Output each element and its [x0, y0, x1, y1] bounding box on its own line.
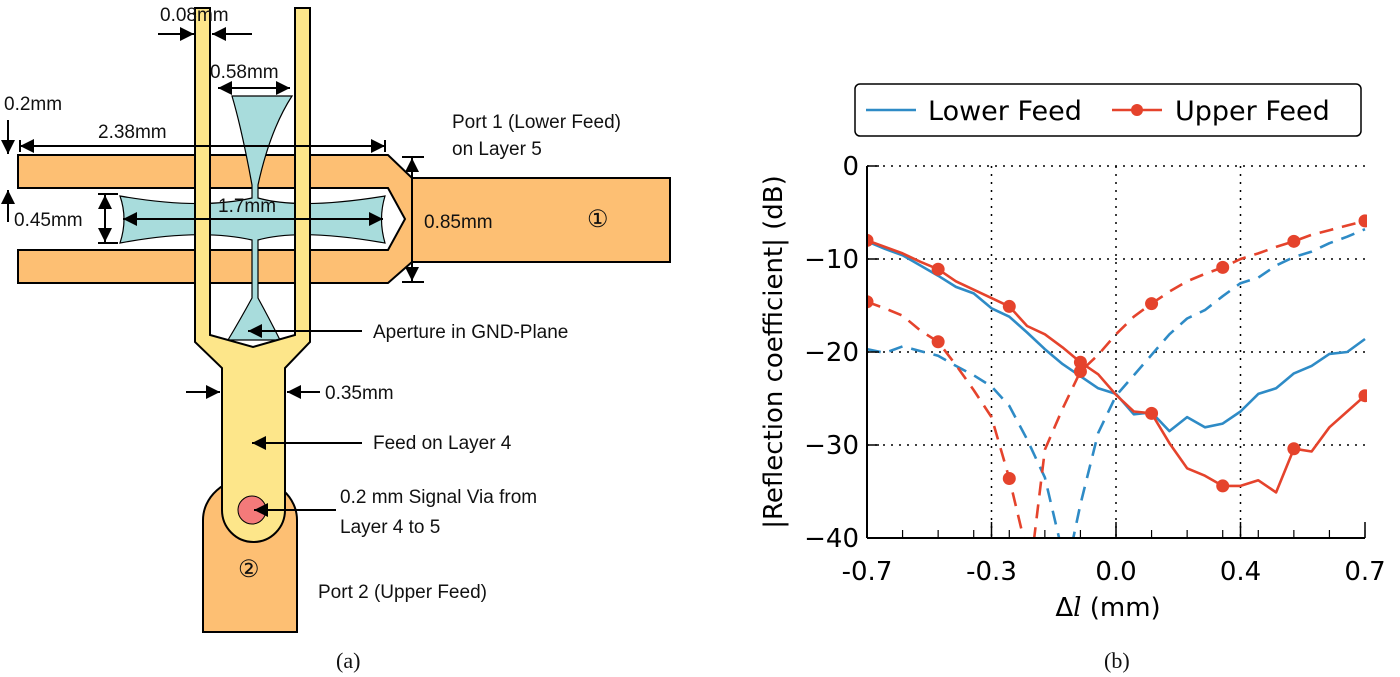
port1-label-line1: Port 1 (Lower Feed): [452, 112, 621, 133]
series-line-lower-feed-dashed: [867, 228, 1366, 538]
x-tick-label: 0.7: [1344, 557, 1385, 587]
y-tick-label: −40: [804, 524, 859, 554]
data-point-marker: [1216, 479, 1230, 493]
y-tick-label: 0: [842, 152, 859, 182]
port2-number: ②: [238, 556, 260, 583]
x-axis-label: Δl (mm): [1055, 593, 1160, 623]
data-point-marker: [1145, 406, 1159, 420]
port2-label: Port 2 (Upper Feed): [318, 582, 487, 603]
axes: [866, 165, 1366, 539]
dim-0-58mm: 0.58mm: [210, 62, 279, 83]
data-point-marker: [931, 262, 945, 276]
y-tick-label: −10: [804, 245, 859, 275]
data-point-marker: [1002, 299, 1016, 313]
legend-box: [854, 83, 1362, 137]
y-axis-label: |Reflection coefficient| (dB): [759, 175, 789, 529]
port1-label-line2: on Layer 5: [452, 139, 542, 160]
data-point-marker: [867, 295, 874, 309]
dim-0-2mm: 0.2mm: [4, 94, 62, 115]
caption-b: (b): [1104, 648, 1130, 673]
grid: [867, 165, 1365, 538]
reflection-coefficient-chart: 0 −10 −20 −30 −40-0.7 -0.3 0.0 0.4 0.7 Δl (mm) |…: [759, 83, 1386, 623]
data-point-marker: [1073, 365, 1087, 379]
x-tick-label: 0.0: [1095, 557, 1136, 587]
data-point-marker: [1358, 214, 1367, 228]
via-label-line1: 0.2 mm Signal Via from: [340, 487, 537, 508]
data-point-marker: [1073, 355, 1087, 369]
y-tick-label: −30: [804, 431, 859, 461]
y-tick-label: −20: [804, 338, 859, 368]
dim-2-38mm: 2.38mm: [98, 122, 167, 143]
legend-label-lower-feed: Lower Feed: [928, 96, 1082, 127]
port1-number: ①: [587, 206, 609, 233]
dim-0-08mm: 0.08mm: [160, 5, 229, 26]
data-point-marker: [1287, 234, 1301, 248]
x-tick-label: -0.7: [842, 557, 893, 587]
dim-0-45mm: 0.45mm: [14, 210, 83, 231]
series-group: [867, 214, 1367, 538]
dim-0-35mm: 0.35mm: [325, 383, 394, 404]
x-tick-label: 0.4: [1220, 557, 1261, 587]
data-point-marker: [931, 335, 945, 349]
caption-a: (a): [336, 648, 360, 673]
legend: Lower Feed Upper Feed: [854, 83, 1362, 137]
data-point-marker: [867, 233, 874, 247]
x-tick-label: -0.3: [966, 557, 1017, 587]
aperture-label: Aperture in GND-Plane: [373, 322, 568, 343]
legend-label-upper-feed: Upper Feed: [1175, 96, 1330, 127]
feed-layer4-label: Feed on Layer 4: [373, 433, 512, 454]
series-line-upper-feed-dashed: [867, 219, 1366, 538]
dim-0-85mm: 0.85mm: [424, 212, 493, 233]
antenna-layout-diagram: 0.08mm 0.58mm 0.2mm 2.38mm Port 1 (Lower…: [0, 5, 671, 633]
via-label-line2: Layer 4 to 5: [340, 517, 440, 538]
legend-marker-upper-feed: [1131, 104, 1143, 116]
data-point-marker: [1216, 260, 1230, 274]
upper-feed-layer4: [194, 7, 311, 543]
data-point-marker: [1145, 297, 1159, 311]
data-point-marker: [1287, 442, 1301, 456]
tick-labels: 0 −10 −20 −30 −40-0.7 -0.3 0.0 0.4 0.7: [804, 152, 1386, 587]
data-point-marker: [1358, 389, 1367, 403]
dim-1-7mm: 1.7mm: [218, 196, 276, 217]
data-point-marker: [1002, 471, 1016, 485]
series-line-upper-feed-solid: [867, 239, 1366, 494]
